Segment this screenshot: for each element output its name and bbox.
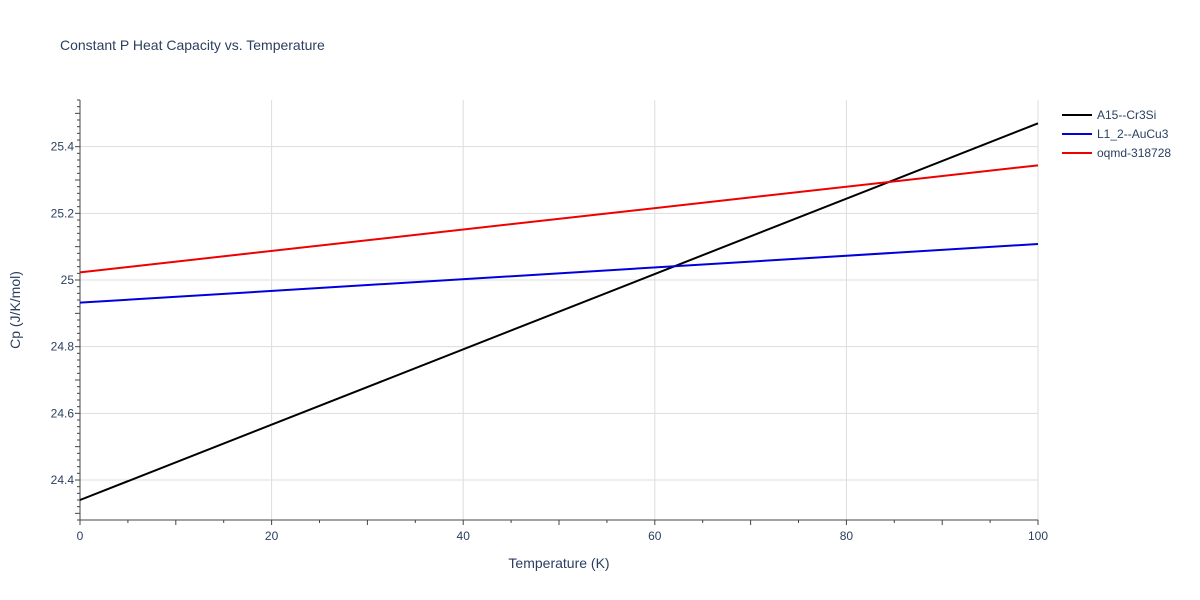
- x-tick-label: 60: [648, 529, 662, 543]
- y-tick-label: 24.6: [51, 406, 75, 420]
- x-tick-label: 20: [265, 529, 279, 543]
- legend-label: L1_2--AuCu3: [1097, 127, 1169, 141]
- y-tick-label: 24.4: [51, 473, 75, 487]
- axes: 0 20 40 60 80 100 24.4 24.6 24.8 25 25.2 25.4: [51, 99, 1048, 543]
- y-tick-label: 24.8: [51, 340, 75, 354]
- series-line-3: [79, 164, 1039, 274]
- y-tick-label: 25.2: [51, 206, 75, 220]
- x-axis-label: Temperature (K): [508, 555, 609, 571]
- series-line-2: [79, 243, 1039, 304]
- y-tick-label: 25: [61, 273, 75, 287]
- x-tick-label: 0: [77, 529, 84, 543]
- legend-label: oqmd-318728: [1097, 146, 1171, 160]
- x-tick-label: 80: [840, 529, 854, 543]
- grid: [80, 100, 1039, 520]
- series-line-1: [79, 122, 1039, 501]
- y-tick-label: 25.4: [51, 140, 75, 154]
- y-axis-label: Cp (J/K/mol): [7, 271, 23, 349]
- series: [79, 122, 1039, 501]
- legend: A15--Cr3Si L1_2--AuCu3 oqmd-318728: [1062, 108, 1171, 160]
- x-tick-label: 100: [1028, 529, 1048, 543]
- chart-title: Constant P Heat Capacity vs. Temperature: [60, 37, 325, 53]
- legend-label: A15--Cr3Si: [1097, 108, 1156, 122]
- x-tick-label: 40: [457, 529, 471, 543]
